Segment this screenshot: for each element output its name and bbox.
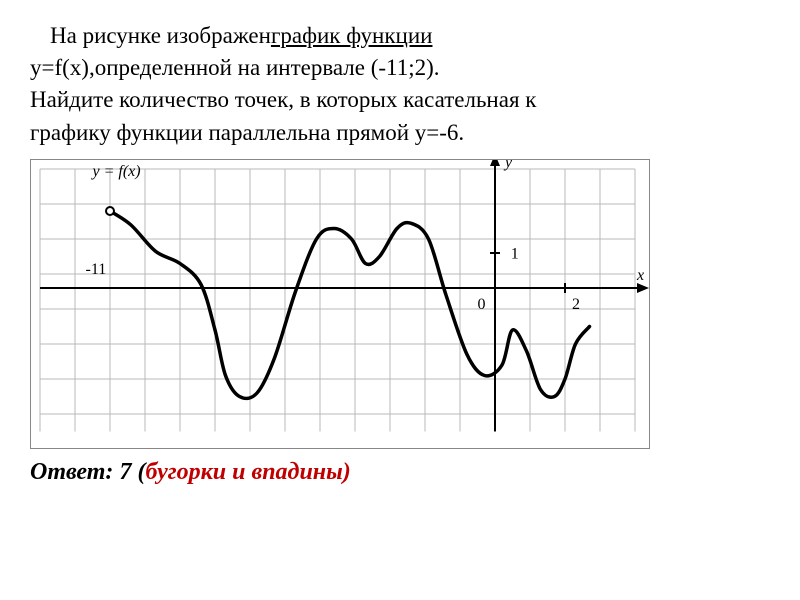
svg-text:-11: -11 — [86, 261, 107, 278]
problem-line1-prefix: На рисунке изображен — [30, 20, 271, 52]
function-graph: x y -11 1 0 2 y = f(x) — [30, 159, 650, 449]
svg-text:y = f(x): y = f(x) — [91, 163, 141, 180]
answer-value: 7 — [119, 459, 137, 485]
answer-hint: бугорки и впадины) — [145, 459, 350, 485]
svg-text:0: 0 — [478, 296, 486, 313]
svg-text:y: y — [503, 159, 513, 171]
svg-text:2: 2 — [572, 296, 580, 313]
svg-text:1: 1 — [511, 245, 519, 262]
problem-line2: у=f(x),определенной на интервале (-11;2)… — [30, 52, 770, 84]
problem-line3: Найдите количество точек, в которых каса… — [30, 84, 770, 116]
graph-svg: x y -11 1 0 2 y = f(x) — [30, 159, 650, 449]
answer-label: Ответ: — [30, 459, 119, 485]
problem-line4: графику функции параллельна прямой у=-6. — [30, 117, 770, 149]
problem-line1-underlined: график функции — [271, 23, 433, 48]
svg-text:x: x — [636, 267, 644, 284]
answer-line: Ответ: 7 (бугорки и впадины) — [30, 459, 770, 486]
problem-statement: На рисунке изображен график функции у=f(… — [30, 20, 770, 149]
